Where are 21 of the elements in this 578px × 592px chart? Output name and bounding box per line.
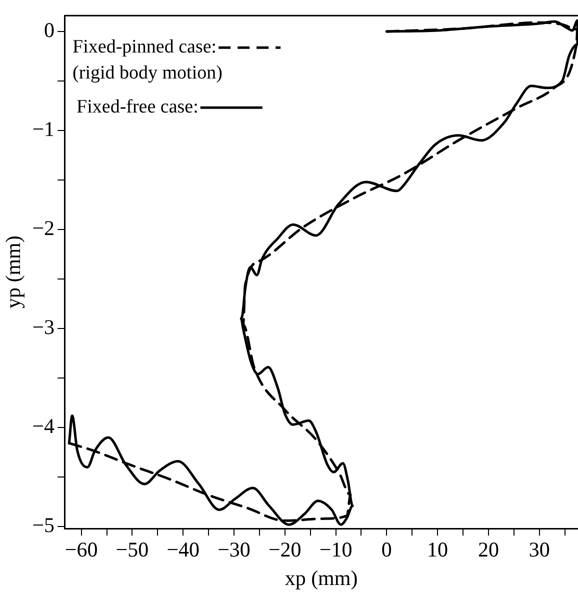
y-tick-label: −4 (32, 414, 56, 438)
x-tick-label: 30 (528, 538, 550, 562)
x-tick-label: 20 (478, 538, 499, 562)
x-tick-label: 0 (381, 538, 392, 562)
y-axis-title: yp (mm) (1, 236, 26, 309)
annotation: (rigid body motion) (72, 62, 222, 84)
x-tick-label: −10 (319, 538, 352, 562)
x-axis-title: xp (mm) (284, 566, 358, 590)
legend-label: Fixed-pinned case: (72, 36, 217, 58)
x-tick-label: 10 (427, 538, 448, 562)
x-tick-label: −40 (166, 538, 200, 562)
legend-label: Fixed-free case: (76, 96, 198, 118)
x-tick-label: −20 (268, 538, 302, 562)
y-tick-label: −2 (32, 216, 55, 240)
y-tick-label: −3 (32, 315, 55, 340)
y-tick-label: −5 (32, 513, 55, 538)
y-tick-label: −1 (32, 116, 55, 141)
x-tick-label: −50 (116, 538, 149, 562)
y-tick-label: 0 (44, 18, 55, 42)
x-tick-label: −30 (218, 538, 250, 562)
x-tick-label: −60 (64, 538, 98, 562)
